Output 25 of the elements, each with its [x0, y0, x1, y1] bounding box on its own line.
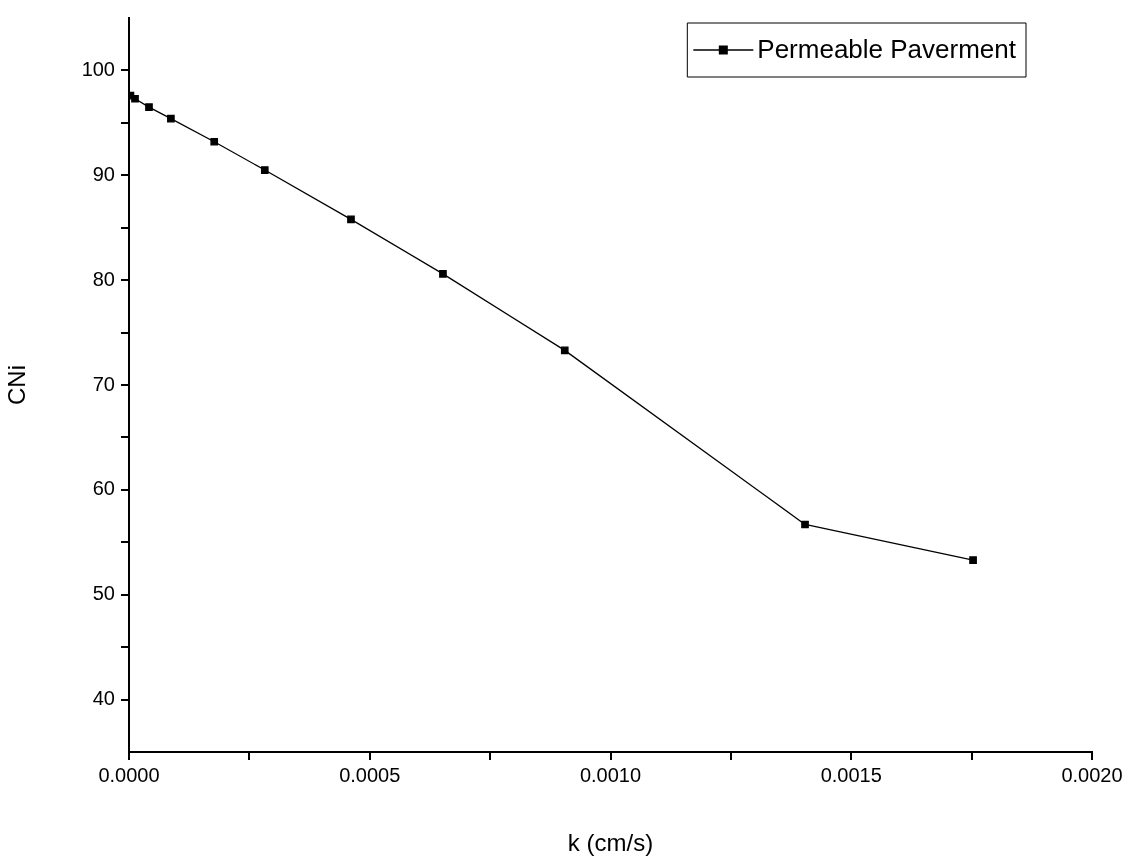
point [167, 114, 175, 123]
point [210, 137, 219, 146]
x-tick-label: 0.0005 [339, 763, 401, 786]
y-tick-label: 80 [92, 267, 115, 290]
y-tick-label: 60 [92, 477, 115, 500]
point [560, 346, 569, 355]
x-tick-label: 0.0000 [98, 763, 160, 786]
y-tick-label: 50 [92, 582, 115, 605]
x-tick-label: 0.0010 [579, 763, 642, 786]
point [145, 103, 153, 111]
point [439, 270, 447, 278]
y-tick-label: 100 [81, 57, 115, 80]
y-axis-title: CNi [3, 365, 31, 405]
y-tick-label: 40 [92, 687, 115, 710]
x-axis-title: k (cm/s) [567, 829, 654, 857]
legend-label: Permeable Paverment [757, 34, 1017, 65]
x-tick-label: 0.0020 [1061, 763, 1123, 786]
x-tick-label: 0.0015 [820, 763, 882, 786]
point [969, 556, 977, 564]
point [131, 94, 139, 103]
point [801, 520, 809, 529]
point [260, 166, 269, 174]
y-tick-label: 70 [92, 372, 115, 395]
y-tick-label: 90 [92, 162, 115, 185]
point [347, 215, 355, 224]
